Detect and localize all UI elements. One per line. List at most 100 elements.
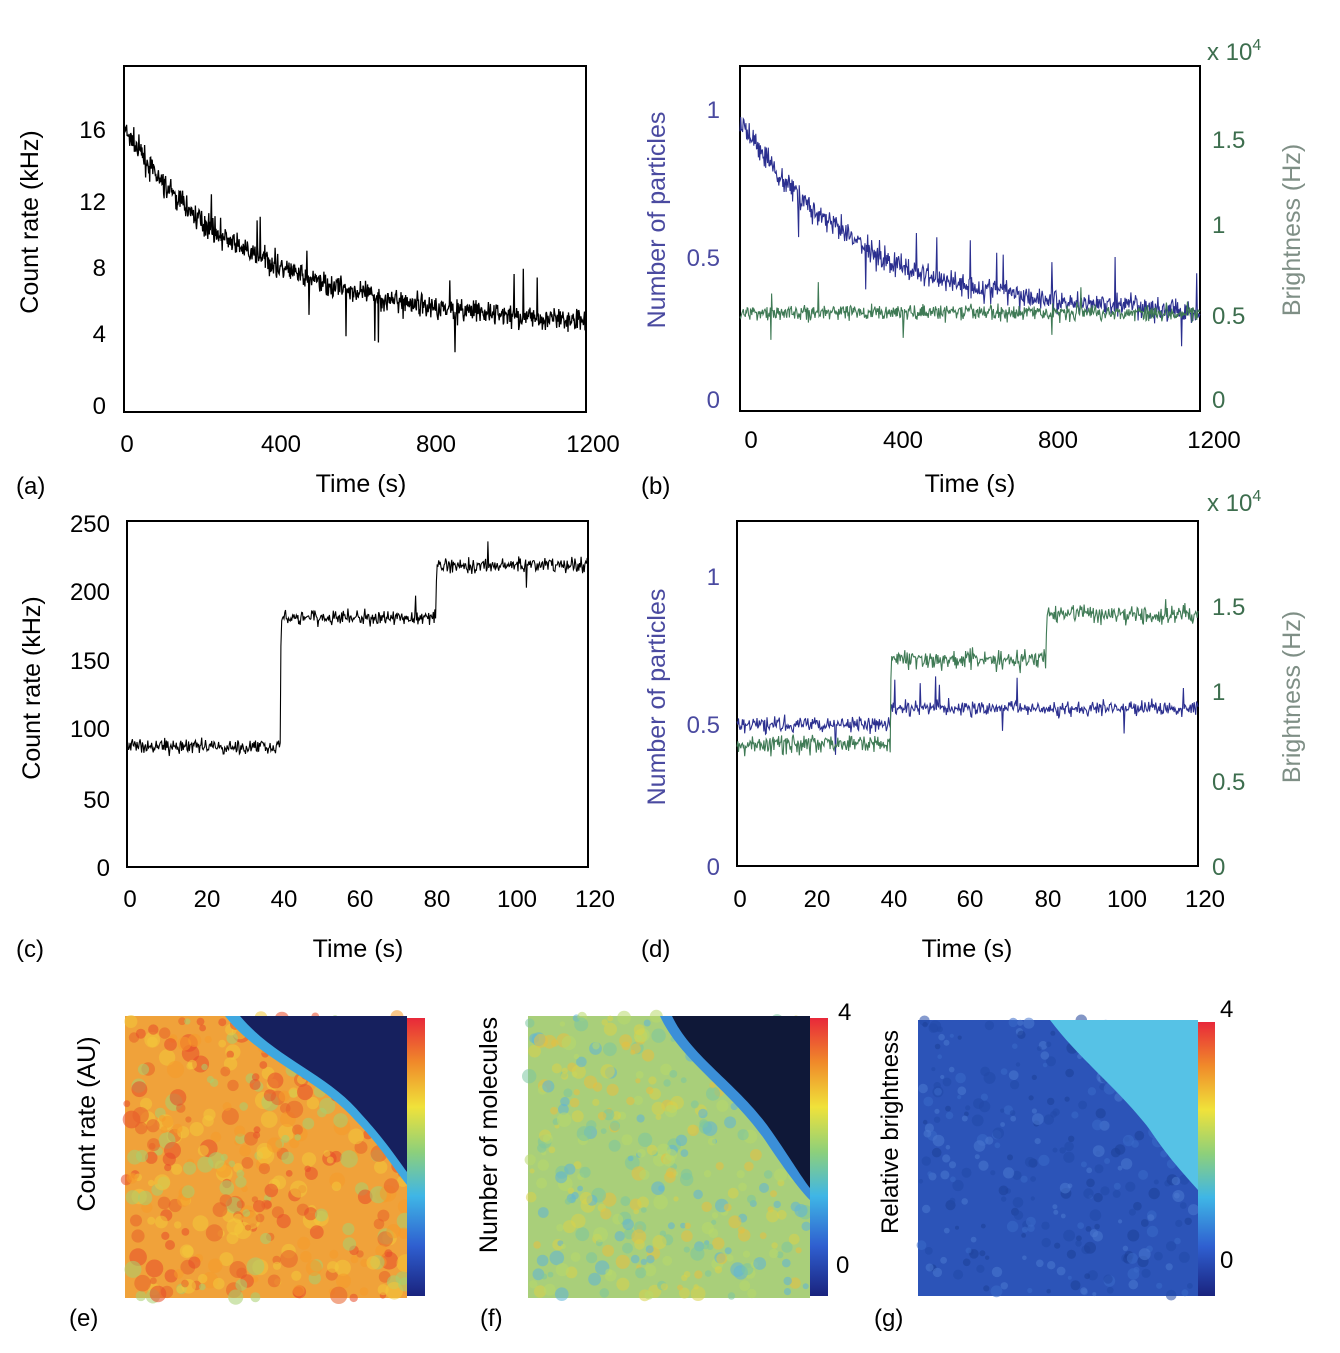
e-texture-speckle [360, 1259, 369, 1267]
g-texture-speckle [1092, 1119, 1103, 1131]
panel-d-tick-x-120: 120 [1185, 886, 1225, 913]
g-texture-speckle [1133, 1266, 1140, 1273]
f-texture-speckle [615, 1254, 630, 1269]
c-series-primary-line [126, 541, 589, 757]
e-texture-speckle [234, 1125, 246, 1137]
panel-c-tick-y-150: 150 [70, 648, 110, 675]
g-texture-speckle [1140, 1219, 1149, 1227]
e-texture-speckle [304, 1207, 318, 1221]
e-texture-speckle [148, 1024, 159, 1035]
e-texture-speckle [164, 1164, 172, 1172]
g-texture-speckle [1027, 1287, 1033, 1294]
b-series-primary-line [739, 116, 1201, 347]
e-texture-speckle [267, 1274, 281, 1288]
e-texture-speckle [260, 1111, 278, 1128]
f-texture-speckle [714, 1266, 723, 1274]
f-texture-speckle [570, 1252, 581, 1262]
e-texture-speckle [350, 1255, 359, 1264]
g-texture-speckle [1184, 1217, 1192, 1226]
panel-d-multiplier-exp: 4 [1252, 488, 1261, 505]
f-texture-speckle [549, 1250, 565, 1266]
e-texture-speckle [181, 1185, 195, 1199]
g-texture-speckle [1041, 1221, 1050, 1230]
g-texture-speckle [1064, 1141, 1074, 1152]
f-texture-speckle [739, 1280, 751, 1292]
f-texture-speckle [612, 1213, 624, 1225]
g-texture-speckle [1148, 1187, 1160, 1200]
f-texture-speckle [634, 1239, 645, 1250]
f-texture-speckle [662, 1255, 673, 1266]
panel-c-tick-x-100: 100 [497, 886, 537, 913]
e-texture-speckle [192, 1215, 209, 1232]
e-texture-speckle [148, 1142, 156, 1150]
g-texture-speckle [1070, 1280, 1081, 1291]
f-texture-speckle [776, 1209, 787, 1220]
e-texture-speckle [161, 1231, 170, 1240]
g-texture-speckle [1031, 1074, 1037, 1080]
e-texture-speckle [199, 1024, 207, 1032]
f-texture-speckle [577, 1185, 583, 1192]
f-texture-speckle [555, 1263, 569, 1277]
e-texture-speckle [292, 1124, 303, 1136]
g-texture-speckle [957, 1035, 962, 1040]
g-texture-speckle [965, 1247, 972, 1254]
e-texture-speckle [255, 1213, 265, 1223]
f-texture-speckle [605, 1268, 613, 1276]
e-texture-speckle [204, 1035, 212, 1044]
panel-c-tick-x-20: 20 [194, 886, 221, 913]
e-texture-speckle [125, 1190, 140, 1205]
f-texture-speckle [543, 1283, 556, 1296]
f-texture-speckle [690, 1246, 705, 1261]
e-texture-speckle [244, 1131, 258, 1146]
g-texture-speckle [957, 1095, 962, 1100]
g-texture-speckle [1122, 1134, 1135, 1147]
g-texture-speckle [1146, 1225, 1159, 1238]
g-texture-speckle [923, 1096, 934, 1107]
g-texture-speckle [983, 1071, 996, 1084]
f-texture-speckle [637, 1148, 646, 1158]
g-texture-speckle [1106, 1286, 1114, 1294]
g-texture-speckle [1027, 1224, 1035, 1232]
e-texture-speckle [309, 1225, 324, 1239]
f-texture-speckle [707, 1137, 716, 1146]
g-texture-speckle [1100, 1186, 1110, 1196]
f-texture-speckle [603, 1022, 618, 1036]
f-texture-speckle [742, 1250, 751, 1258]
panel-a-tick-y-8: 8 [93, 255, 106, 282]
f-texture-speckle [533, 1241, 541, 1249]
panel-d-tick-yr-1.5: 1.5 [1212, 594, 1245, 621]
e-texture-speckle [189, 1122, 204, 1137]
panel-g-label: (g) [874, 1305, 903, 1332]
panel-d-tick-x-60: 60 [957, 886, 984, 913]
f-texture-speckle [781, 1241, 793, 1253]
e-texture-speckle [178, 1017, 187, 1026]
g-texture-speckle [1128, 1279, 1139, 1290]
e-texture-speckle [205, 1224, 223, 1242]
panel-b-tick-yr-1.5: 1.5 [1212, 127, 1245, 154]
f-texture-speckle [651, 1028, 666, 1043]
f-texture-speckle [622, 1242, 633, 1254]
g-texture-speckle [943, 1227, 950, 1234]
f-texture-speckle [617, 1010, 631, 1025]
f-texture-speckle [789, 1277, 801, 1289]
e-texture-speckle [235, 1279, 248, 1291]
g-texture-speckle [1012, 1197, 1024, 1208]
g-texture-speckle [961, 1115, 968, 1122]
panel-d-multiplier: x 104 [1207, 488, 1261, 517]
e-texture-speckle [249, 1079, 261, 1090]
f-texture-speckle [635, 1078, 641, 1084]
panel-e: Count rate (AU) (e) [69, 1010, 425, 1332]
g-texture-speckle [1128, 1208, 1136, 1216]
f-texture-speckle [522, 1069, 537, 1084]
e-texture-speckle [331, 1181, 342, 1192]
e-texture-speckle [334, 1259, 351, 1276]
e-texture-speckle [206, 1075, 214, 1084]
e-texture-speckle [251, 1073, 260, 1081]
g-texture-speckle [1040, 1051, 1050, 1060]
g-texture-speckle [1087, 1270, 1098, 1281]
f-texture-speckle [666, 1167, 677, 1179]
e-texture-speckle [250, 1292, 261, 1303]
g-texture-speckle [942, 1077, 952, 1087]
g-texture-speckle [1126, 1252, 1138, 1264]
g-texture-speckle [1030, 1176, 1036, 1182]
